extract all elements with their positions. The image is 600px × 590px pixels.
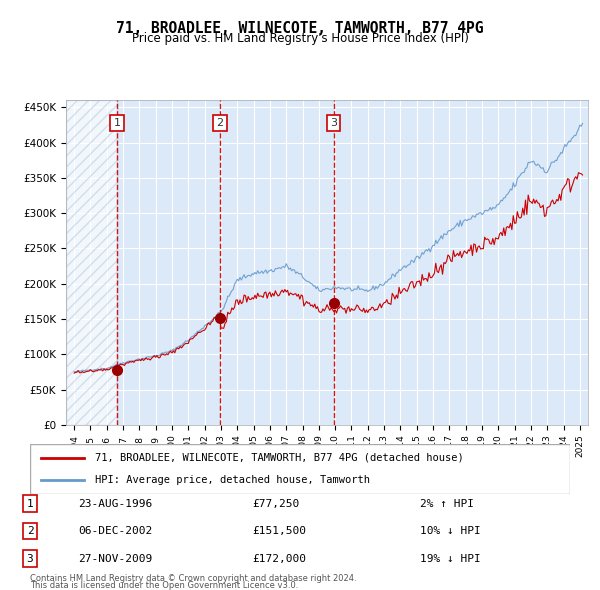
FancyBboxPatch shape	[30, 444, 570, 494]
Text: 3: 3	[330, 118, 337, 128]
Text: 23-AUG-1996: 23-AUG-1996	[78, 499, 152, 509]
Text: £172,000: £172,000	[252, 553, 306, 563]
Text: 2: 2	[26, 526, 34, 536]
Text: £151,500: £151,500	[252, 526, 306, 536]
Text: 1: 1	[26, 499, 34, 509]
Text: Price paid vs. HM Land Registry's House Price Index (HPI): Price paid vs. HM Land Registry's House …	[131, 32, 469, 45]
Text: £77,250: £77,250	[252, 499, 299, 509]
Text: HPI: Average price, detached house, Tamworth: HPI: Average price, detached house, Tamw…	[95, 475, 370, 485]
Text: 71, BROADLEE, WILNECOTE, TAMWORTH, B77 4PG (detached house): 71, BROADLEE, WILNECOTE, TAMWORTH, B77 4…	[95, 453, 464, 463]
Text: Contains HM Land Registry data © Crown copyright and database right 2024.: Contains HM Land Registry data © Crown c…	[30, 574, 356, 583]
Text: 27-NOV-2009: 27-NOV-2009	[78, 553, 152, 563]
Text: 19% ↓ HPI: 19% ↓ HPI	[420, 553, 481, 563]
Text: 2% ↑ HPI: 2% ↑ HPI	[420, 499, 474, 509]
Text: 2: 2	[216, 118, 223, 128]
Bar	[66, 100, 117, 425]
Bar	[66, 100, 117, 425]
Text: 10% ↓ HPI: 10% ↓ HPI	[420, 526, 481, 536]
Text: 06-DEC-2002: 06-DEC-2002	[78, 526, 152, 536]
Text: This data is licensed under the Open Government Licence v3.0.: This data is licensed under the Open Gov…	[30, 581, 298, 590]
Text: 1: 1	[114, 118, 121, 128]
Text: 3: 3	[26, 553, 34, 563]
Text: 71, BROADLEE, WILNECOTE, TAMWORTH, B77 4PG: 71, BROADLEE, WILNECOTE, TAMWORTH, B77 4…	[116, 21, 484, 35]
